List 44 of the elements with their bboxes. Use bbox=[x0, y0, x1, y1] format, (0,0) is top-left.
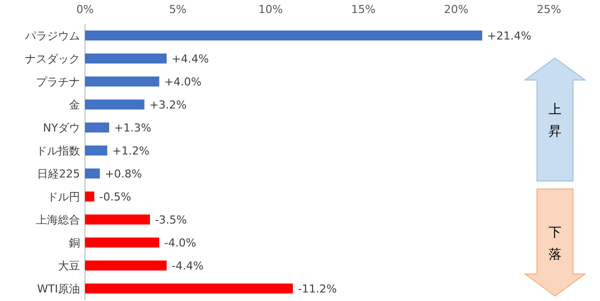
annotation: -11.2% bbox=[298, 282, 337, 296]
annotation: 下落 bbox=[548, 226, 562, 262]
bar bbox=[85, 30, 482, 40]
annotation: -3.5% bbox=[154, 214, 187, 226]
bar bbox=[85, 168, 100, 178]
data-label: +21.4% bbox=[487, 30, 532, 42]
x-tick-label: 5% bbox=[169, 3, 187, 16]
x-tick-label: 10% bbox=[258, 3, 283, 16]
y-tick-label: 金 bbox=[69, 98, 80, 112]
bar bbox=[85, 284, 293, 294]
x-tick-label: 25% bbox=[536, 3, 562, 16]
y-tick-label: ドル指数 bbox=[36, 144, 80, 158]
annotation: -4.4% bbox=[172, 260, 204, 272]
data-label: +3.2% bbox=[149, 98, 187, 112]
bar bbox=[85, 100, 144, 110]
data-label: +1.2% bbox=[112, 144, 150, 158]
x-tick-label: 0% bbox=[76, 3, 94, 16]
annotation: 上昇 bbox=[548, 102, 562, 140]
y-tick-label: NYダウ bbox=[43, 122, 80, 134]
y-tick-label: 日経225 bbox=[37, 168, 80, 180]
x-tick-label: 20% bbox=[444, 3, 468, 16]
y-tick-label: ナスダック bbox=[25, 52, 80, 66]
y-tick-label: 上海総合 bbox=[36, 214, 80, 226]
y-tick-label: ドル円 bbox=[47, 190, 80, 204]
data-label: +4.4% bbox=[172, 52, 209, 66]
bar bbox=[85, 76, 160, 86]
bar bbox=[85, 54, 167, 64]
y-tick-label: プラチナ bbox=[36, 76, 80, 88]
y-tick-label: 銅 bbox=[69, 236, 80, 250]
data-label: +4.0% bbox=[164, 76, 202, 88]
bar bbox=[85, 214, 150, 224]
bar bbox=[85, 260, 167, 270]
y-tick-label: パラジウム bbox=[24, 30, 80, 42]
bar bbox=[85, 238, 160, 248]
y-tick-label: WTI原油 bbox=[37, 282, 80, 296]
annotation: -4.0% bbox=[164, 236, 196, 250]
bar bbox=[85, 192, 94, 202]
y-tick-label: 大豆 bbox=[58, 260, 80, 272]
bar bbox=[85, 146, 108, 156]
x-tick-label: 15% bbox=[351, 3, 376, 16]
annotation: -0.5% bbox=[99, 190, 132, 204]
data-label: +0.8% bbox=[104, 168, 142, 180]
data-label: +1.3% bbox=[114, 122, 152, 134]
bar bbox=[85, 122, 110, 132]
